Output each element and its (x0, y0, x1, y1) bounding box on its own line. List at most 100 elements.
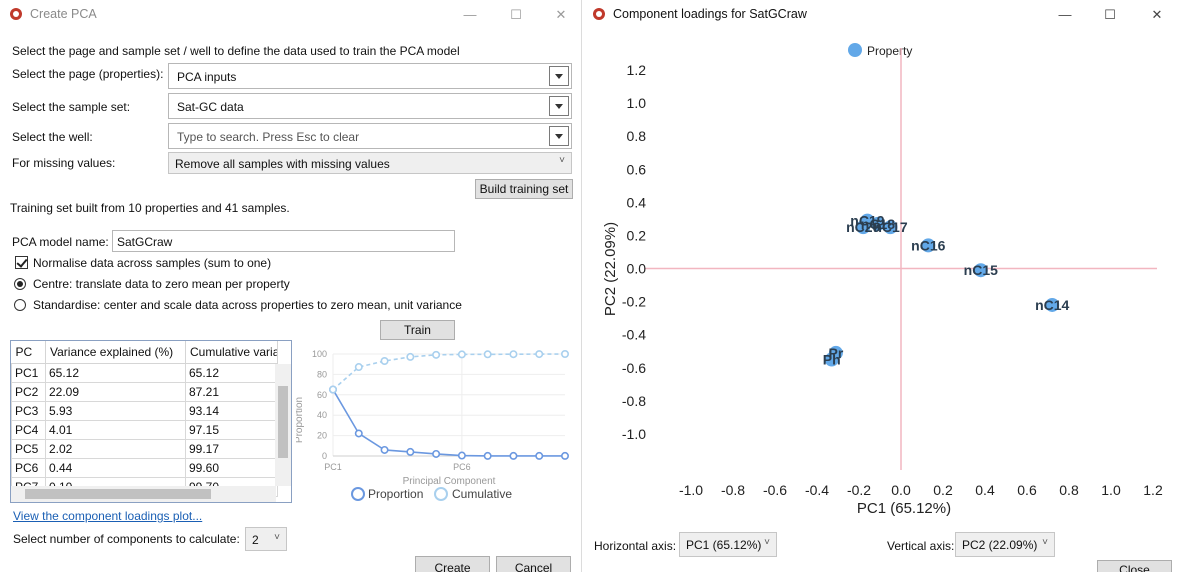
data-point-cumulative (509, 350, 518, 359)
loading-point-label: nC20 (846, 219, 880, 235)
loading-point[interactable] (883, 220, 898, 235)
missing-values-value: Remove all samples with missing values (175, 157, 390, 171)
chevron-down-icon: ˅ (764, 537, 770, 548)
create-button[interactable]: Create (415, 556, 490, 572)
y-tick-label: 20 (317, 431, 327, 441)
close-button[interactable]: ✕ (1151, 7, 1163, 22)
model-name-value: SatGCraw (117, 235, 173, 249)
chevron-down-icon: ˅ (1042, 537, 1048, 548)
maximize-button[interactable]: ☐ (510, 7, 522, 22)
dropdown-arrow-icon[interactable] (549, 96, 569, 116)
y-tick-label: 0.8 (627, 128, 647, 144)
table-row[interactable]: PC1 65.12 65.12 (11, 362, 278, 383)
vertical-axis-select[interactable]: PC2 (22.09%) ˅ (955, 532, 1055, 557)
y-tick-label: 40 (317, 410, 327, 420)
loading-point[interactable] (824, 352, 839, 367)
centre-radio[interactable] (14, 278, 26, 290)
x-tick-label: 1.2 (1143, 482, 1163, 498)
table-cell[interactable]: PC6 (11, 457, 46, 478)
loading-point[interactable] (1045, 297, 1060, 312)
horizontal-axis-select[interactable]: PC1 (65.12%) ˅ (679, 532, 777, 557)
table-cell[interactable]: 99.17 (185, 438, 278, 459)
data-point-cumulative (328, 385, 337, 394)
table-cell[interactable]: 93.14 (185, 400, 278, 421)
page-combobox-value: PCA inputs (177, 70, 237, 84)
loading-point-label: Ph (823, 352, 841, 368)
data-point-cumulative (535, 350, 544, 359)
loading-point[interactable] (973, 263, 988, 278)
centre-label: Centre: translate data to zero mean per … (33, 277, 290, 291)
model-name-input[interactable]: SatGCraw (112, 230, 455, 252)
data-point-cumulative (432, 350, 441, 359)
table-cell[interactable]: 2.02 (45, 438, 186, 459)
normalise-checkbox[interactable] (15, 256, 28, 269)
table-cell[interactable]: 97.15 (185, 419, 278, 440)
table-row[interactable]: PC5 2.02 99.17 (11, 438, 278, 459)
column-header[interactable]: PC (11, 341, 46, 364)
train-button[interactable]: Train (380, 320, 455, 340)
table-row[interactable]: PC6 0.44 99.60 (11, 457, 278, 478)
column-header[interactable]: Cumulative varian (185, 341, 278, 364)
table-row[interactable]: PC2 22.09 87.21 (11, 381, 278, 402)
legend-property-marker (848, 43, 862, 57)
table-cell[interactable]: 65.12 (45, 362, 186, 383)
table-cell[interactable]: PC4 (11, 419, 46, 440)
minimize-button[interactable]: — (1058, 7, 1072, 22)
minimize-button[interactable]: — (463, 7, 477, 22)
well-search-placeholder: Type to search. Press Esc to clear (177, 130, 360, 144)
data-point-cumulative (560, 350, 569, 359)
table-cell[interactable]: PC5 (11, 438, 46, 459)
data-point-cumulative (380, 356, 389, 365)
horizontal-scrollbar[interactable] (11, 486, 276, 502)
component-loadings-window: Component loadings for SatGCraw — ☐ ✕ Pr… (583, 0, 1180, 572)
loading-point[interactable] (870, 216, 885, 231)
legend-proportion-marker (351, 487, 365, 501)
window-title: Create PCA (30, 7, 97, 21)
dropdown-arrow-icon[interactable] (549, 66, 569, 86)
chevron-down-icon: ˅ (274, 532, 280, 543)
variance-table[interactable]: PC Variance explained (%) Cumulative var… (10, 340, 292, 503)
table-row[interactable]: PC4 4.01 97.15 (11, 419, 278, 440)
y-tick-label: -0.2 (622, 294, 646, 310)
x-axis-title: PC1 (65.12%) (857, 500, 951, 517)
loadings-scatter-chart: Property -1.0 -1.0 -0.8 -0.8 -0.6 -0.6 -0.4 -0.… (602, 43, 1163, 517)
loading-point[interactable] (921, 238, 936, 253)
cancel-button[interactable]: Cancel (496, 556, 571, 572)
x-tick-label: 0.6 (1017, 482, 1037, 498)
table-cell[interactable]: PC2 (11, 381, 46, 402)
data-point-proportion (483, 451, 492, 460)
data-point-proportion (560, 451, 569, 460)
table-cell[interactable]: 22.09 (45, 381, 186, 402)
table-cell[interactable]: PC3 (11, 400, 46, 421)
data-point-proportion (457, 451, 466, 460)
table-cell[interactable]: 65.12 (185, 362, 278, 383)
missing-values-select[interactable]: Remove all samples with missing values ˅ (168, 152, 572, 174)
data-point-proportion (535, 451, 544, 460)
view-loadings-link[interactable]: View the component loadings plot... (13, 509, 203, 523)
loading-point[interactable] (856, 220, 871, 235)
table-cell[interactable]: 87.21 (185, 381, 278, 402)
table-cell[interactable]: 4.01 (45, 419, 186, 440)
close-dialog-button[interactable]: Close (1097, 560, 1172, 572)
title-bar: Create PCA — ☐ ✕ (0, 0, 581, 30)
y-tick-label: 1.2 (627, 62, 647, 78)
vertical-scrollbar[interactable] (275, 364, 291, 486)
sample-set-value: Sat-GC data (177, 100, 244, 114)
table-row[interactable]: PC3 5.93 93.14 (11, 400, 278, 421)
close-button[interactable]: ✕ (555, 7, 567, 22)
page-combobox[interactable]: PCA inputs (168, 63, 572, 89)
table-cell[interactable]: 99.60 (185, 457, 278, 478)
sample-set-combobox[interactable]: Sat-GC data (168, 93, 572, 119)
y-tick-label: 0 (322, 451, 327, 461)
app-logo-icon (10, 8, 22, 20)
build-training-set-button[interactable]: Build training set (475, 179, 573, 199)
well-search-combobox[interactable]: Type to search. Press Esc to clear (168, 123, 572, 149)
dropdown-arrow-icon[interactable] (549, 126, 569, 146)
ncomp-select[interactable]: 2 ˅ (245, 527, 287, 551)
maximize-button[interactable]: ☐ (1104, 7, 1116, 22)
column-header[interactable]: Variance explained (%) (45, 341, 186, 364)
table-cell[interactable]: PC1 (11, 362, 46, 383)
table-cell[interactable]: 0.44 (45, 457, 186, 478)
table-cell[interactable]: 5.93 (45, 400, 186, 421)
standardise-radio[interactable] (14, 299, 26, 311)
